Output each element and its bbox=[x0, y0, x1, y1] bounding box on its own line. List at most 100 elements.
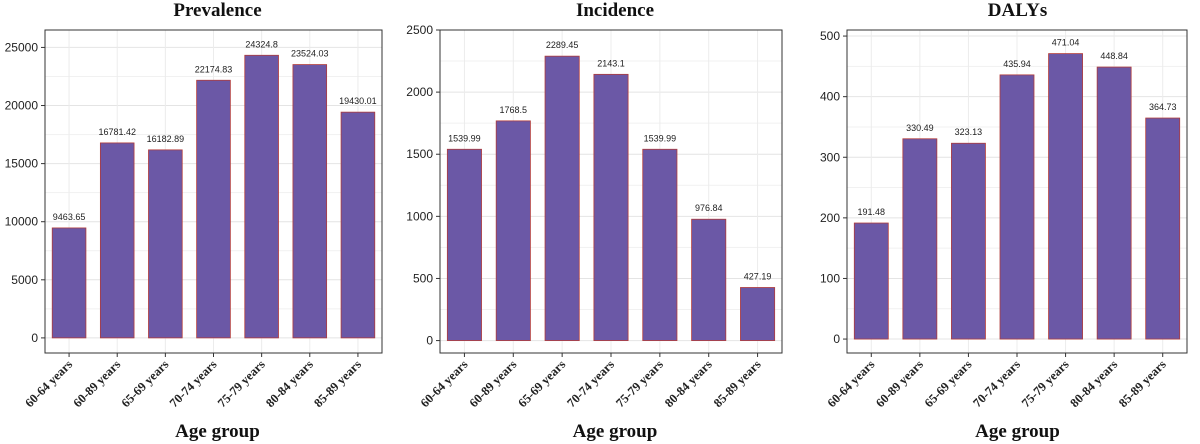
x-tick-label: 60-89 years bbox=[873, 357, 926, 410]
x-tick-label: 65-69 years bbox=[515, 357, 568, 410]
y-tick-label: 2500 bbox=[406, 23, 433, 37]
bar bbox=[1048, 53, 1083, 340]
y-tick-label: 0 bbox=[833, 332, 840, 346]
bar bbox=[740, 287, 776, 341]
chart-plot-incidence: 1539.99 1768.5 2289.45 2143.1 1539.99 976.84 4… bbox=[406, 23, 783, 410]
bar bbox=[51, 227, 87, 339]
y-tick-label: 0 bbox=[31, 331, 38, 345]
x-tick-label: 85-89 years bbox=[1116, 357, 1169, 410]
bar bbox=[853, 222, 889, 340]
bar bbox=[196, 79, 231, 339]
data-label: 435.94 bbox=[1003, 59, 1031, 69]
data-label: 471.04 bbox=[1052, 38, 1080, 48]
data-label: 24324.8 bbox=[245, 39, 278, 49]
bar bbox=[244, 54, 279, 339]
bar bbox=[544, 55, 580, 341]
bar bbox=[495, 120, 531, 341]
y-tick-label: 100 bbox=[820, 271, 840, 285]
x-tick-label: 60-64 years bbox=[418, 357, 471, 410]
x-tick-label: 60-89 years bbox=[467, 357, 520, 410]
x-tick-label: 80-84 years bbox=[662, 357, 715, 410]
x-tick-label: 85-89 years bbox=[311, 357, 364, 410]
bar bbox=[951, 142, 986, 340]
chart-panel-prevalence: Prevalence 9463.65 16781.42 16182.89 22174.… bbox=[0, 0, 395, 444]
y-tick-label: 1000 bbox=[406, 209, 433, 223]
chart-panel-dalys: DALYs 191.48 330.49 323.13 435.94 471.04 448.… bbox=[795, 0, 1200, 444]
x-tick-label: 65-69 years bbox=[922, 357, 975, 410]
x-tick-label: 70-74 years bbox=[564, 357, 617, 410]
x-axis-label: Age group bbox=[975, 421, 1060, 442]
bar bbox=[292, 64, 328, 339]
x-tick-label: 80-84 years bbox=[263, 357, 316, 410]
x-axis-label: Age group bbox=[572, 421, 658, 442]
y-tick-label: 20000 bbox=[5, 99, 39, 113]
data-label: 16182.89 bbox=[147, 134, 185, 144]
bar bbox=[1145, 117, 1181, 340]
y-tick-label: 10000 bbox=[5, 215, 39, 229]
x-tick-label: 60-64 years bbox=[825, 357, 878, 410]
data-label: 427.19 bbox=[744, 272, 772, 282]
chart-title: DALYs bbox=[987, 0, 1048, 21]
x-tick-label: 75-79 years bbox=[215, 357, 268, 410]
chart-title: Prevalence bbox=[173, 0, 262, 21]
bar bbox=[1096, 66, 1132, 340]
chart-plot-prevalence: 9463.65 16781.42 16182.89 22174.83 24324.8 23… bbox=[5, 29, 383, 410]
bar bbox=[148, 149, 183, 339]
data-label: 448.84 bbox=[1100, 51, 1128, 61]
x-tick-label: 60-64 years bbox=[22, 357, 75, 410]
y-tick-label: 200 bbox=[820, 211, 840, 225]
chart-panel-incidence: Incidence 1539.99 1768.5 2289.45 2143.1 1539… bbox=[395, 0, 795, 444]
x-tick-label: 75-79 years bbox=[1019, 357, 1072, 410]
x-tick-label: 85-89 years bbox=[711, 357, 764, 410]
bars: 9463.65 16781.42 16182.89 22174.83 24324.8 23… bbox=[51, 39, 377, 339]
data-label: 976.84 bbox=[695, 203, 723, 213]
y-tick-label: 400 bbox=[820, 90, 840, 104]
y-tick-label: 1500 bbox=[406, 147, 433, 161]
chart-plot-dalys: 191.48 330.49 323.13 435.94 471.04 448.84 364.… bbox=[820, 29, 1188, 410]
y-tick-label: 25000 bbox=[5, 40, 39, 54]
data-label: 323.13 bbox=[955, 127, 983, 137]
y-axis: 0 5000 10000 15000 20000 25000 bbox=[5, 40, 45, 345]
bars: 191.48 330.49 323.13 435.94 471.04 448.84 364.… bbox=[853, 38, 1181, 340]
data-label: 1539.99 bbox=[448, 133, 481, 143]
y-tick-label: 5000 bbox=[11, 273, 38, 287]
bars: 1539.99 1768.5 2289.45 2143.1 1539.99 976.84 4… bbox=[446, 40, 776, 341]
y-tick-label: 500 bbox=[413, 271, 433, 285]
data-label: 2289.45 bbox=[546, 40, 579, 50]
data-label: 22174.83 bbox=[195, 64, 233, 74]
y-tick-label: 0 bbox=[426, 334, 433, 348]
bar bbox=[340, 111, 376, 339]
bar bbox=[999, 74, 1035, 340]
y-tick-label: 300 bbox=[820, 150, 840, 164]
data-label: 364.73 bbox=[1149, 102, 1177, 112]
data-label: 1768.5 bbox=[500, 105, 528, 115]
data-label: 330.49 bbox=[906, 123, 934, 133]
y-tick-label: 2000 bbox=[406, 85, 433, 99]
x-tick-label: 70-74 years bbox=[970, 357, 1023, 410]
data-label: 16781.42 bbox=[98, 127, 136, 137]
bar bbox=[446, 148, 482, 341]
bar bbox=[642, 148, 678, 341]
y-tick-label: 500 bbox=[820, 29, 840, 43]
data-label: 1539.99 bbox=[644, 133, 677, 143]
x-tick-label: 60-89 years bbox=[70, 357, 123, 410]
data-label: 2143.1 bbox=[597, 58, 625, 68]
bar bbox=[902, 138, 938, 340]
bar bbox=[691, 218, 727, 341]
y-axis: 0 500 1000 1500 2000 2500 bbox=[406, 23, 440, 348]
y-tick-label: 15000 bbox=[5, 157, 39, 171]
x-axis-label: Age group bbox=[175, 421, 260, 442]
x-tick-label: 75-79 years bbox=[613, 357, 666, 410]
x-tick-label: 65-69 years bbox=[119, 357, 172, 410]
data-label: 19430.01 bbox=[339, 96, 377, 106]
data-label: 23524.03 bbox=[291, 49, 329, 59]
bar bbox=[99, 142, 135, 339]
data-label: 9463.65 bbox=[53, 212, 86, 222]
bar bbox=[593, 73, 629, 341]
x-tick-label: 80-84 years bbox=[1067, 357, 1120, 410]
x-tick-label: 70-74 years bbox=[167, 357, 220, 410]
y-axis: 0 100 200 300 400 500 bbox=[820, 29, 847, 346]
